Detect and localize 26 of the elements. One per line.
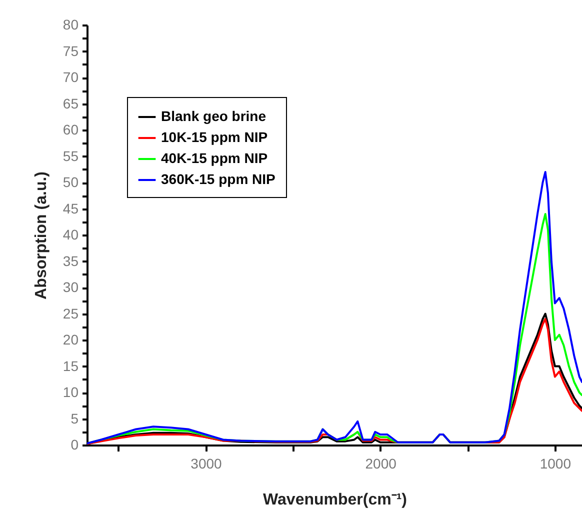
x-tick-label: 1000 — [540, 456, 572, 472]
y-tick-label: 60 — [62, 122, 79, 138]
y-tick-label: 45 — [62, 200, 79, 216]
x-tick-label: 3000 — [190, 456, 222, 472]
y-tick-label: 30 — [62, 279, 79, 295]
legend-label: Blank geo brine — [161, 108, 266, 124]
y-tick-label: 35 — [62, 252, 79, 269]
legend-label: 10K-15 ppm NIP — [161, 129, 268, 145]
x-tick-label: 2000 — [365, 456, 397, 472]
y-tick-label: 40 — [62, 226, 79, 242]
y-axis-title: Absorption (a.u.) — [32, 172, 50, 300]
y-tick-label: 0 — [70, 436, 79, 452]
y-tick-label: 80 — [62, 16, 79, 32]
y-tick-label: 20 — [62, 332, 79, 348]
y-tick-label: 25 — [62, 305, 79, 322]
y-tick-label: 75 — [62, 42, 79, 59]
y-tick-label: 65 — [62, 95, 79, 112]
y-tick-label: 70 — [62, 69, 79, 85]
legend-label: 360K-15 ppm NIP — [161, 171, 276, 187]
x-axis-title: Wavenumber(cm⁻¹) — [263, 492, 407, 508]
y-tick-label: 50 — [62, 174, 79, 190]
y-tick-label: 15 — [62, 358, 79, 374]
y-tick-label: 5 — [70, 410, 79, 426]
y-tick-label: 10 — [62, 384, 79, 400]
y-tick-label: 55 — [62, 148, 79, 164]
legend-label: 40K-15 ppm NIP — [161, 150, 268, 166]
